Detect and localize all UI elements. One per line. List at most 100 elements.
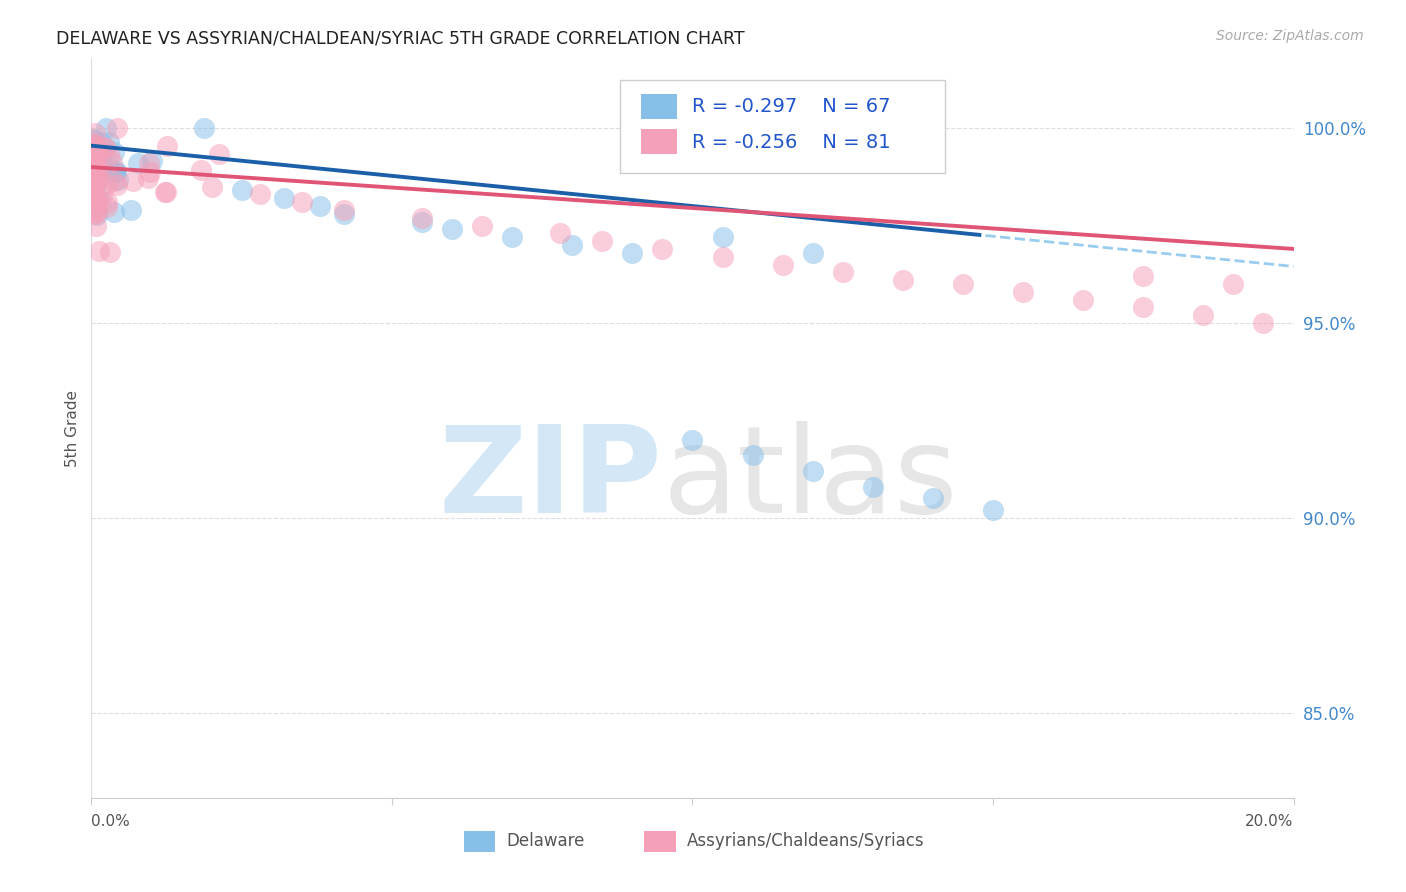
Point bbox=[155, 138, 177, 153]
Bar bbox=[644, 831, 676, 852]
Point bbox=[621, 245, 644, 260]
Point bbox=[231, 184, 253, 198]
Point bbox=[86, 194, 108, 208]
Point bbox=[86, 208, 108, 222]
Point bbox=[138, 156, 160, 170]
Point bbox=[831, 265, 853, 279]
Point bbox=[501, 230, 523, 244]
Point bbox=[103, 145, 125, 160]
Point bbox=[84, 153, 107, 167]
Point bbox=[84, 207, 107, 221]
Point bbox=[89, 192, 111, 206]
Point bbox=[89, 153, 111, 167]
Point bbox=[96, 200, 118, 214]
Point bbox=[1222, 277, 1244, 291]
Point bbox=[82, 161, 104, 175]
Point bbox=[1132, 269, 1154, 284]
Point bbox=[91, 156, 114, 170]
Point bbox=[82, 131, 104, 145]
Point bbox=[82, 142, 104, 156]
Point bbox=[155, 185, 177, 199]
Point bbox=[86, 200, 108, 214]
Point bbox=[82, 143, 104, 157]
Point bbox=[772, 258, 794, 272]
Point bbox=[82, 184, 104, 198]
Point bbox=[138, 170, 160, 185]
Bar bbox=[641, 95, 676, 120]
Text: R = -0.297    N = 67: R = -0.297 N = 67 bbox=[692, 97, 891, 116]
Point bbox=[333, 202, 356, 217]
Point bbox=[120, 203, 142, 218]
Point bbox=[190, 162, 212, 177]
Point bbox=[96, 194, 118, 209]
Point bbox=[80, 199, 103, 213]
Point bbox=[741, 449, 763, 463]
Point bbox=[681, 433, 703, 447]
Point bbox=[1253, 316, 1275, 330]
Point bbox=[82, 202, 104, 217]
Bar bbox=[641, 129, 676, 154]
Point bbox=[862, 480, 884, 494]
Point bbox=[82, 149, 104, 163]
Point bbox=[86, 148, 108, 162]
Point bbox=[107, 173, 129, 187]
Point bbox=[84, 163, 107, 178]
Point bbox=[80, 178, 103, 192]
Point bbox=[84, 167, 107, 181]
Point bbox=[101, 154, 124, 169]
Point bbox=[104, 164, 127, 178]
Point bbox=[89, 163, 111, 178]
Point bbox=[96, 178, 118, 192]
Point bbox=[82, 186, 104, 200]
Point bbox=[103, 174, 125, 188]
Point bbox=[155, 185, 177, 199]
Point bbox=[93, 146, 115, 161]
Point bbox=[87, 145, 110, 159]
Point bbox=[82, 136, 104, 151]
Point bbox=[711, 250, 734, 264]
Point bbox=[411, 211, 433, 225]
Point bbox=[801, 464, 824, 478]
Point bbox=[80, 149, 103, 163]
Point bbox=[82, 181, 104, 195]
Text: atlas: atlas bbox=[662, 422, 957, 539]
Point bbox=[591, 234, 613, 248]
Point bbox=[84, 192, 107, 206]
Point bbox=[84, 151, 107, 165]
Text: Assyrians/Chaldeans/Syriacs: Assyrians/Chaldeans/Syriacs bbox=[686, 832, 924, 850]
Point bbox=[80, 186, 103, 200]
Point bbox=[1012, 285, 1035, 299]
Point bbox=[84, 177, 107, 191]
Point bbox=[561, 238, 583, 252]
Text: R = -0.256    N = 81: R = -0.256 N = 81 bbox=[692, 133, 891, 152]
Point bbox=[84, 138, 107, 153]
Point bbox=[141, 153, 163, 168]
Point bbox=[952, 277, 974, 291]
Point bbox=[981, 503, 1004, 517]
Point bbox=[83, 178, 105, 193]
Point bbox=[922, 491, 945, 506]
Point bbox=[105, 164, 128, 178]
Point bbox=[80, 138, 103, 153]
Point bbox=[98, 148, 121, 162]
Point bbox=[249, 187, 271, 202]
Point bbox=[308, 199, 330, 213]
Point bbox=[80, 164, 103, 178]
Point bbox=[86, 204, 108, 219]
Point bbox=[891, 273, 914, 287]
Point bbox=[94, 121, 117, 136]
Text: ZIP: ZIP bbox=[439, 422, 662, 539]
Point bbox=[82, 174, 104, 188]
Point bbox=[82, 194, 104, 209]
Point bbox=[138, 165, 160, 179]
Point bbox=[86, 169, 108, 183]
Point bbox=[105, 121, 128, 136]
Point bbox=[87, 159, 110, 173]
Point bbox=[87, 165, 110, 179]
Point bbox=[86, 171, 108, 186]
Point bbox=[1132, 301, 1154, 315]
Point bbox=[548, 227, 571, 241]
Point bbox=[83, 179, 105, 194]
Point bbox=[82, 136, 104, 150]
Bar bbox=[464, 831, 495, 852]
